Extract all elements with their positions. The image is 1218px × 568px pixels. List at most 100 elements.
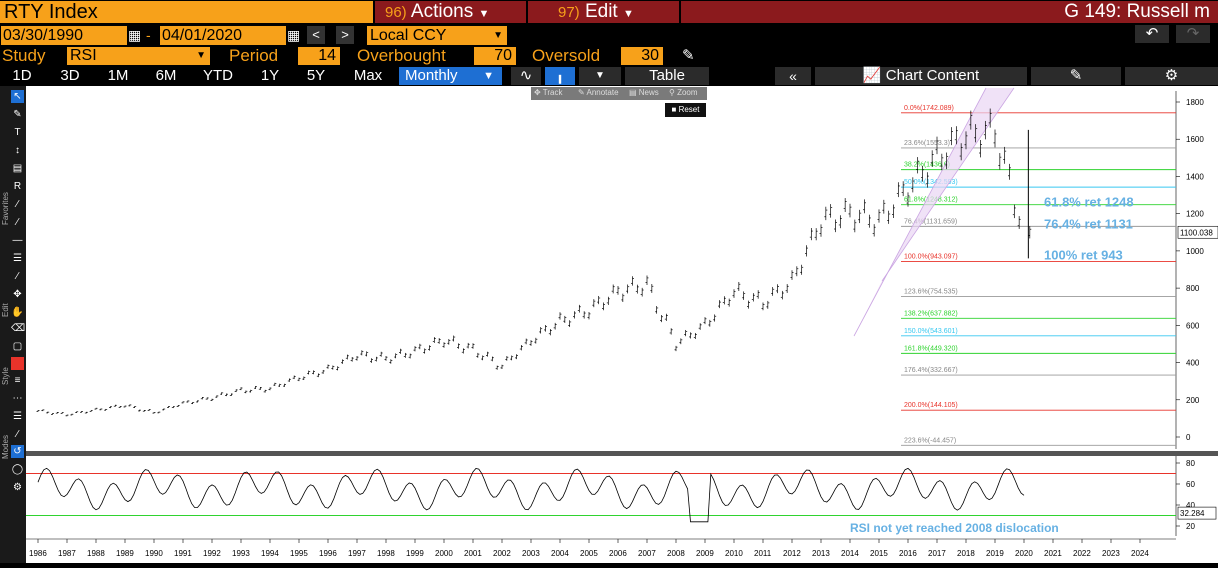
price-chart[interactable]: 1800160014001200100080060040020001100.03… — [26, 86, 1218, 563]
chart-type-dropdown[interactable]: ▼ — [579, 67, 621, 85]
table-label: Table — [649, 67, 685, 84]
gear-icon[interactable]: ⚙ — [1125, 67, 1218, 85]
x-tick-label: 1999 — [406, 549, 424, 558]
x-tick-label: 2024 — [1131, 549, 1149, 558]
redo-icon[interactable]: ↷ — [1176, 25, 1210, 43]
reset-button[interactable]: ■ Reset — [665, 103, 706, 117]
x-tick-label: 1990 — [145, 549, 163, 558]
reset-label: Reset — [678, 105, 700, 114]
price-tick-label: 0 — [1186, 433, 1191, 442]
fib-label: 150.0%(543.601) — [904, 328, 958, 335]
period-1d[interactable]: 1D — [12, 67, 32, 84]
oversold-input[interactable]: 30 — [621, 47, 663, 65]
brush-icon[interactable]: ∕ — [16, 199, 19, 210]
palette-icon[interactable]: ▢ — [12, 341, 23, 352]
rsi-note: RSI not yet reached 2008 dislocation — [850, 521, 1059, 535]
x-tick-label: 1996 — [319, 549, 337, 558]
gear-icon[interactable]: ⚙ — [13, 482, 22, 493]
period-max[interactable]: Max — [353, 67, 383, 84]
period-ytd[interactable]: YTD — [203, 67, 233, 84]
hline-icon[interactable]: — — [12, 235, 23, 246]
calendar-icon[interactable]: ▦ — [128, 27, 142, 43]
prev-period-button[interactable]: < — [307, 26, 325, 44]
bar-chart-icon[interactable]: ╻ — [545, 67, 575, 85]
study-select[interactable]: RSI ▼ — [67, 47, 210, 65]
move-icon[interactable]: ✥ — [13, 289, 22, 300]
period-3d[interactable]: 3D — [60, 67, 80, 84]
overbought-input[interactable]: 70 — [474, 47, 516, 65]
undo-icon[interactable]: ↶ — [1135, 25, 1169, 43]
annotate-tool[interactable]: ✎ Annotate — [578, 88, 619, 97]
rsi-tick-label: 20 — [1186, 522, 1195, 531]
channel-icon[interactable]: ☰ — [13, 253, 22, 264]
x-tick-label: 2015 — [870, 549, 888, 558]
actions-menu[interactable]: 96) Actions ▼ — [375, 1, 526, 23]
x-tick-label: 1994 — [261, 549, 279, 558]
edit-chart-icon[interactable]: ✎ — [1031, 67, 1121, 85]
actions-label: Actions — [410, 1, 474, 22]
caret-down-icon: ▼ — [483, 70, 494, 82]
list-icon[interactable]: ☰ — [13, 411, 22, 422]
overbought-label: Overbought — [357, 46, 446, 65]
next-period-button[interactable]: > — [336, 26, 354, 44]
pencil-icon[interactable]: ✎ — [13, 109, 22, 120]
hand-icon[interactable]: ✋ — [11, 307, 24, 318]
edit-num: 97) — [558, 4, 580, 21]
line-chart-icon[interactable]: ∿ — [511, 67, 541, 85]
x-tick-label: 2013 — [812, 549, 830, 558]
fib-label: 23.6%(1553.3) — [904, 140, 950, 147]
pencil-icon[interactable]: ✎ — [682, 47, 695, 64]
dash-style-icon[interactable]: ⋯ — [12, 393, 23, 404]
mode-icon[interactable]: ↺ — [11, 445, 24, 458]
fib-icon[interactable]: ▤ — [12, 163, 23, 174]
x-tick-label: 2022 — [1073, 549, 1091, 558]
zoom-mode-icon[interactable]: ◯ — [11, 464, 24, 475]
rsi-last-box — [1177, 506, 1217, 520]
style-label: Style — [1, 367, 10, 385]
security-field[interactable]: RTY Index — [0, 1, 373, 23]
table-button[interactable]: Table — [625, 67, 709, 85]
edit-menu[interactable]: 97) Edit ▼ — [528, 1, 679, 23]
collapse-icon[interactable]: « — [775, 67, 811, 85]
color-swatch-icon[interactable] — [11, 357, 24, 370]
track-tool[interactable]: ✥ Track — [534, 88, 563, 97]
x-tick-label: 1991 — [174, 549, 192, 558]
x-tick-label: 2023 — [1102, 549, 1120, 558]
period-1y[interactable]: 1Y — [260, 67, 280, 84]
period-1m[interactable]: 1M — [107, 67, 129, 84]
fib-label: 76.4%(1131.659) — [904, 218, 957, 225]
fib-label: 100.0%(943.097) — [904, 253, 958, 260]
r-icon[interactable]: R — [13, 181, 22, 192]
period-6m[interactable]: 6M — [155, 67, 177, 84]
chart-tool-bar: ✥ Track ✎ Annotate ▤ News ⚲ Zoom — [531, 87, 707, 100]
x-tick-label: 2012 — [783, 549, 801, 558]
trash-icon[interactable]: ⌫ — [11, 323, 26, 334]
last-price-label: 1100.038 — [1180, 228, 1213, 237]
line-icon[interactable]: ∕ — [16, 217, 19, 228]
calendar-icon[interactable]: ▦ — [287, 27, 301, 43]
cursor-icon[interactable]: ↖ — [11, 90, 24, 103]
chart-area[interactable]: 1800 1600 1400 1200 1000 800 600 400 200 0 1100.03… — [26, 86, 1218, 563]
news-tool[interactable]: ▤ News — [629, 88, 659, 97]
period-5y[interactable]: 5Y — [306, 67, 326, 84]
x-tick-label: 1986 — [29, 549, 47, 558]
eraser-icon[interactable]: ∕ — [16, 429, 19, 440]
frequency-select[interactable]: Monthly ▼ — [399, 67, 502, 85]
text-icon[interactable]: T — [14, 127, 21, 138]
x-tick-label: 1989 — [116, 549, 134, 558]
arrow-icon[interactable]: ↕ — [15, 145, 20, 156]
x-tick-label: 1998 — [377, 549, 395, 558]
modes-label: Modes — [1, 434, 10, 459]
x-tick-label: 1993 — [232, 549, 250, 558]
ray-icon[interactable]: ∕ — [16, 271, 19, 282]
chart-content-button[interactable]: 📈 Chart Content — [815, 67, 1027, 85]
period-input[interactable]: 14 — [298, 47, 340, 65]
start-date-input[interactable]: 03/30/1990 — [1, 26, 127, 45]
currency-select[interactable]: Local CCY ▼ — [367, 26, 507, 45]
end-date-input[interactable]: 04/01/2020 — [160, 26, 286, 45]
line-width-icon[interactable]: ≡ — [14, 375, 21, 386]
reset-icon: ■ — [671, 105, 677, 114]
x-tick-label: 2014 — [841, 549, 859, 558]
zoom-tool[interactable]: ⚲ Zoom — [669, 88, 698, 97]
fib-label: 223.6%(-44.457) — [904, 437, 956, 444]
